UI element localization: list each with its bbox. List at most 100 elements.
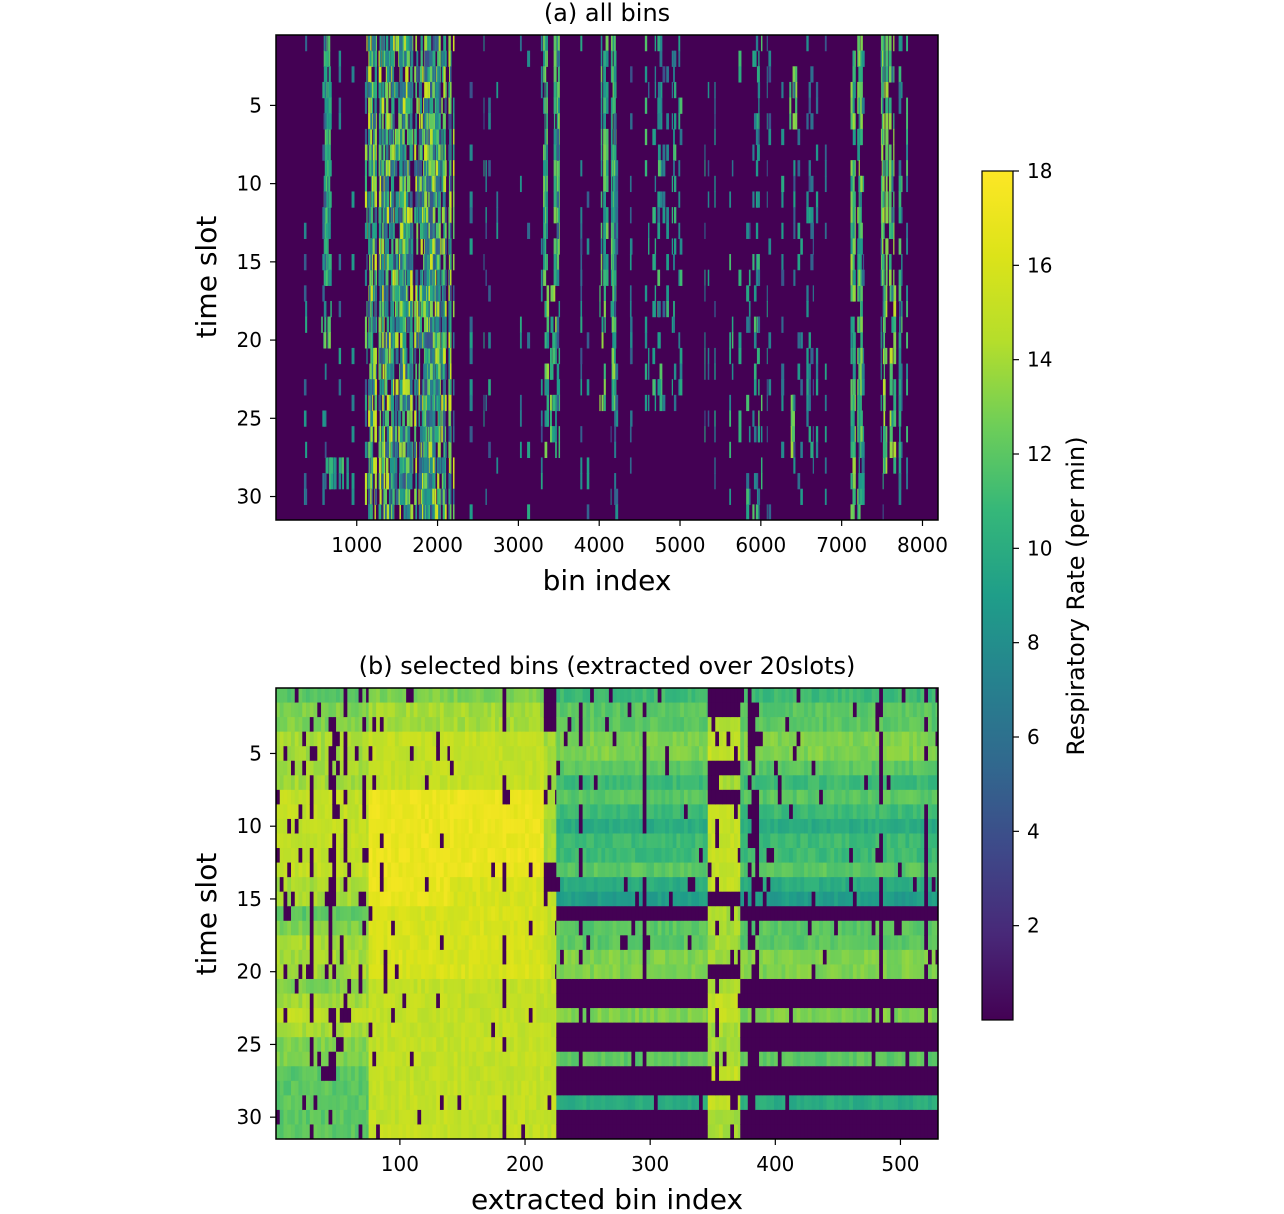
panel-a-cell [366, 81, 368, 99]
panel-b-cell [362, 702, 367, 718]
panel-a-cell [648, 347, 650, 365]
panel-b-cell [324, 1124, 329, 1139]
panel-b-cell [343, 964, 348, 980]
panel-b-cell [317, 949, 322, 965]
panel-b-cell [279, 746, 284, 762]
panel-b-cell [321, 1095, 326, 1111]
panel-b-cell [387, 848, 392, 863]
panel-b-cell [387, 1022, 392, 1038]
panel-b-cell [447, 906, 451, 922]
panel-a-cell [449, 300, 452, 318]
panel-b-cell [447, 688, 451, 703]
panel-b-cell [432, 775, 437, 791]
panel-a-cell [449, 66, 452, 83]
panel-a-cell [371, 316, 373, 333]
panel-b-cell [276, 775, 281, 791]
panel-b-cell [409, 1095, 415, 1111]
panel-a-cell [601, 332, 604, 349]
panel-a-cell [449, 269, 452, 286]
panel-b-cell [298, 1124, 303, 1139]
panel-b-cell [306, 833, 311, 849]
panel-a-cell [405, 254, 408, 271]
panel-b-cell [417, 833, 422, 849]
panel-b-cell [317, 920, 322, 936]
panel-a-cell [426, 394, 430, 412]
panel-a-cell [371, 81, 374, 99]
panel-b-cell [317, 935, 322, 951]
panel-b-cell [362, 1066, 367, 1082]
panel-a-cell [399, 504, 401, 520]
panel-a-cell [386, 113, 389, 130]
panel-a-cell [428, 191, 430, 208]
panel-a-cell [891, 316, 894, 333]
panel-a-cell [410, 238, 414, 255]
panel-a-cell [383, 394, 386, 412]
panel-a-cell [408, 238, 411, 255]
panel-a-cell [449, 394, 452, 412]
panel-a-cell [760, 426, 763, 443]
panel-a-cell [434, 97, 437, 114]
panel-a-cell [449, 504, 452, 520]
panel-b-cell [343, 789, 348, 805]
panel-b-cell [283, 688, 288, 703]
panel-b-cell [351, 688, 356, 703]
panel-a-cell [430, 504, 434, 520]
panel-b-cell [343, 978, 348, 994]
panel-a-cell [612, 97, 615, 114]
panel-b-cell [328, 906, 333, 922]
panel-b-cell [313, 804, 318, 820]
panel-b-cell [298, 949, 303, 965]
panel-a-cell [880, 254, 883, 271]
panel-a-cell [386, 504, 389, 520]
panel-b-cell [417, 1051, 422, 1067]
panel-a-cell [388, 66, 391, 83]
panel-a-cell [443, 238, 446, 255]
panel-a-cell [374, 457, 377, 474]
panel-a-cell [434, 35, 436, 52]
panel-a-cell [485, 175, 487, 193]
panel-b-cell [368, 1008, 373, 1024]
panel-b-cell [313, 789, 318, 805]
panel-a-cell [553, 97, 557, 114]
panel-a-cell [444, 426, 447, 443]
panel-a-cell [852, 113, 855, 130]
panel-b-cell [402, 964, 407, 980]
panel-b-cell [302, 877, 307, 893]
panel-a-cell [410, 394, 413, 412]
panel-b-cell [443, 906, 448, 922]
panel-b-cell [439, 1124, 445, 1139]
panel-b-cell [313, 1080, 318, 1096]
panel-b-cell [279, 1008, 284, 1024]
panel-b-cell [368, 993, 373, 1009]
panel-b-cell [279, 1124, 284, 1139]
panel-b-cell [354, 1051, 359, 1067]
panel-a-cell [652, 254, 656, 271]
panel-b-cell [291, 891, 296, 907]
panel-a-cell [673, 254, 675, 271]
panel-a-cell [437, 316, 441, 333]
panel-b-cell [432, 949, 437, 965]
panel-b-cell [294, 775, 299, 791]
panel-a-cell [613, 35, 616, 52]
panel-b-cell [453, 1008, 458, 1024]
panel-b-cell [443, 717, 448, 733]
panel-a-cell [519, 410, 522, 427]
panel-b-cell [279, 935, 284, 951]
panel-b-cell [294, 964, 299, 980]
panel-b-cell [343, 818, 348, 834]
panel-b-cell [351, 964, 356, 980]
panel-a-cell [852, 50, 855, 67]
panel-a-cell [415, 113, 418, 130]
panel-a-cell [673, 207, 677, 224]
panel-a-cell [544, 332, 548, 349]
panel-a-cell [437, 473, 440, 490]
panel-b-cell [287, 848, 292, 863]
panel-a-cell [850, 332, 853, 349]
panel-a-cell [305, 300, 308, 318]
panel-a-cell [758, 113, 760, 130]
panel-b-cell [417, 1095, 422, 1111]
panel-a-cell [662, 207, 666, 224]
panel-a-cell [469, 81, 473, 99]
panel-a-cell [432, 504, 435, 520]
panel-a-cell [469, 332, 473, 349]
